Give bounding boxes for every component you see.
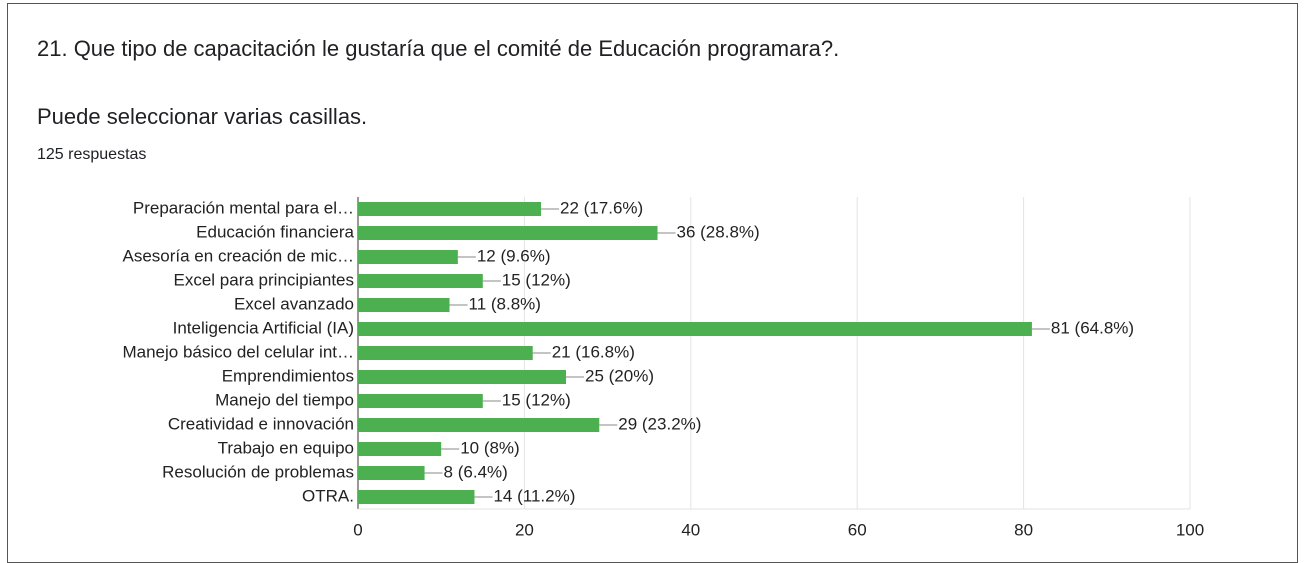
y-tick-label: Excel avanzado <box>234 294 354 313</box>
data-label: 29 (23.2%) <box>618 414 701 433</box>
x-tick-label: 60 <box>848 520 867 539</box>
data-label: 15 (12%) <box>502 270 571 289</box>
y-tick-label: Trabajo en equipo <box>218 438 354 457</box>
y-tick-label: Preparación mental para el… <box>133 198 354 217</box>
data-label: 36 (28.8%) <box>677 222 760 241</box>
x-tick-label: 40 <box>681 520 700 539</box>
x-tick-label: 0 <box>353 520 362 539</box>
data-label: 22 (17.6%) <box>560 198 643 217</box>
card: 21. Que tipo de capacitación le gustaría… <box>7 3 1298 563</box>
bar <box>358 394 483 408</box>
bar <box>358 322 1032 336</box>
data-label: 21 (16.8%) <box>552 342 635 361</box>
data-label: 8 (6.4%) <box>444 462 508 481</box>
x-tick-label: 80 <box>1014 520 1033 539</box>
data-label: 25 (20%) <box>585 366 654 385</box>
data-label: 12 (9.6%) <box>477 246 551 265</box>
response-count: 125 respuestas <box>37 146 147 163</box>
y-tick-label: Asesoría en creación de mic… <box>123 246 355 265</box>
bar <box>358 490 475 504</box>
bar <box>358 298 450 312</box>
y-tick-label: Manejo del tiempo <box>215 390 354 409</box>
y-tick-label: Excel para principiantes <box>174 270 354 289</box>
y-tick-label: Manejo básico del celular int… <box>122 342 354 361</box>
bar <box>358 442 442 456</box>
bar <box>358 226 658 240</box>
y-tick-label: Emprendimientos <box>222 366 354 385</box>
y-tick-label: Inteligencia Artificial (IA) <box>173 318 354 337</box>
bar <box>358 418 600 432</box>
y-tick-label: Resolución de problemas <box>162 462 354 481</box>
x-tick-label: 20 <box>515 520 534 539</box>
y-tick-label: Creatividad e innovación <box>168 414 354 433</box>
bar <box>358 346 533 360</box>
bar <box>358 202 542 216</box>
y-tick-label: OTRA. <box>302 486 354 505</box>
chart-title: 21. Que tipo de capacitación le gustaría… <box>37 36 840 61</box>
y-tick-label: Educación financiera <box>196 222 354 241</box>
chart-subtitle: Puede seleccionar varias casillas. <box>37 104 368 129</box>
data-label: 14 (11.2%) <box>493 486 575 505</box>
x-tick-label: 100 <box>1176 520 1204 539</box>
data-label: 81 (64.8%) <box>1051 318 1134 337</box>
bar <box>358 274 483 288</box>
bar <box>358 250 458 264</box>
data-label: 15 (12%) <box>502 390 571 409</box>
bar <box>358 370 566 384</box>
bar <box>358 466 425 480</box>
data-label: 10 (8%) <box>460 438 520 457</box>
data-label: 11 (8.8%) <box>469 294 541 313</box>
